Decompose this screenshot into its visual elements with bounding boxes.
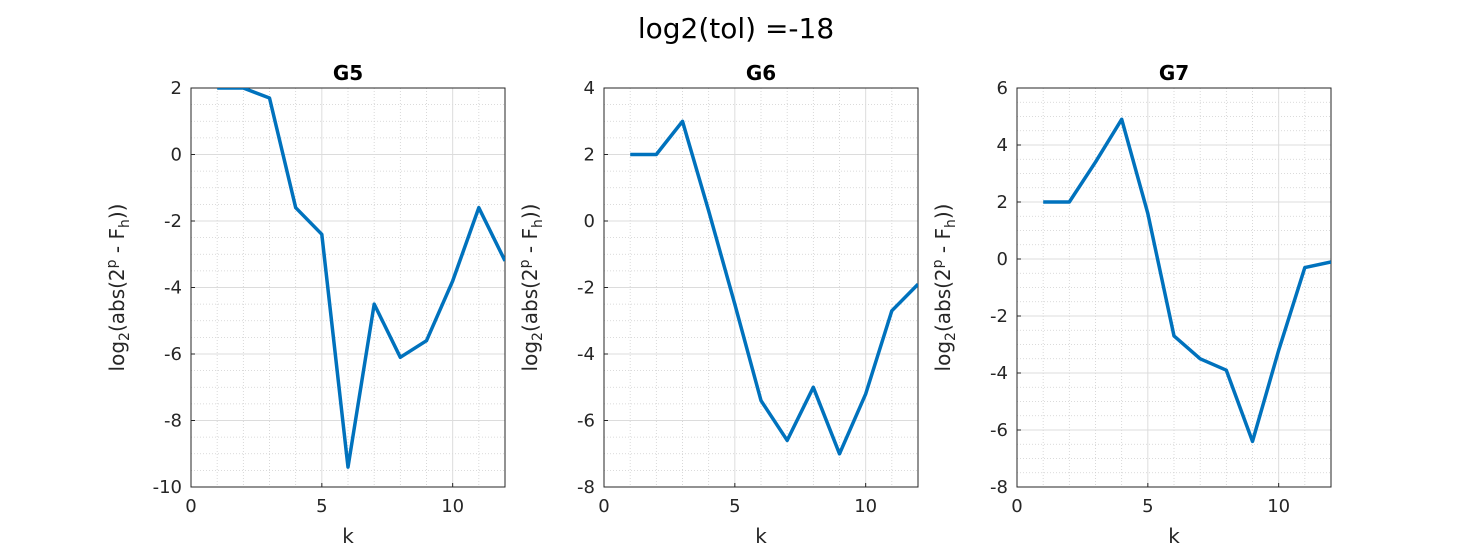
y-tick-label: 2 [584, 145, 595, 166]
y-label-pre: log [518, 341, 542, 372]
y-tick-label: -2 [990, 306, 1008, 327]
y-axis-label: log2(abs(2p - Fh)) [517, 204, 546, 372]
y-label-sub2: h [117, 219, 133, 228]
y-tick-label: -6 [577, 411, 595, 432]
x-tick-label: 10 [854, 496, 877, 517]
y-label-post: )) [518, 204, 542, 220]
y-label-sup: p [104, 259, 120, 268]
y-tick-label: -6 [990, 420, 1008, 441]
y-tick-label: -8 [164, 411, 182, 432]
y-label-sub: 2 [943, 332, 959, 341]
y-tick-label: -4 [577, 344, 595, 365]
y-label-mid: (abs(2 [518, 268, 542, 332]
y-tick-label: -8 [990, 477, 1008, 498]
y-tick-label: 4 [584, 78, 595, 99]
y-label-mid2: - F [518, 228, 542, 259]
y-label-post: )) [105, 204, 129, 220]
x-tick-label: 5 [1142, 496, 1153, 517]
axes-box [1016, 87, 1332, 488]
series-line [1043, 117, 1331, 444]
y-tick-label: 2 [997, 192, 1008, 213]
y-label-mid2: - F [931, 228, 955, 259]
y-label-mid: (abs(2 [931, 268, 955, 332]
y-tick-label: 0 [584, 211, 595, 232]
series-line [217, 88, 505, 469]
x-tick-label: 10 [441, 496, 464, 517]
y-label-sub2: h [943, 219, 959, 228]
y-tick-label: -2 [164, 211, 182, 232]
y-label-pre: log [931, 341, 955, 372]
y-label-sub2: h [530, 219, 546, 228]
y-tick-label: -2 [577, 278, 595, 299]
x-tick-label: 5 [729, 496, 740, 517]
x-tick-label: 0 [598, 496, 609, 517]
y-label-sup: p [517, 259, 533, 268]
y-tick-label: 0 [997, 249, 1008, 270]
subplot-title: G7 [1159, 61, 1189, 85]
series-line [630, 119, 918, 456]
y-axis-label: log2(abs(2p - Fh)) [930, 204, 959, 372]
y-tick-label: 6 [997, 78, 1008, 99]
y-tick-label: -4 [164, 278, 182, 299]
y-tick-label: -4 [990, 363, 1008, 384]
x-axis-label: k [1168, 524, 1180, 548]
y-label-pre: log [105, 341, 129, 372]
x-tick-label: 10 [1267, 496, 1290, 517]
subplot-title: G6 [746, 61, 776, 85]
x-axis-label: k [342, 524, 354, 548]
y-axis-label: log2(abs(2p - Fh)) [104, 204, 133, 372]
x-tick-label: 0 [1011, 496, 1022, 517]
x-tick-label: 5 [316, 496, 327, 517]
subplot-title: G5 [333, 61, 363, 85]
x-axis-label: k [755, 524, 767, 548]
y-label-mid: (abs(2 [105, 268, 129, 332]
y-tick-label: 4 [997, 135, 1008, 156]
y-label-post: )) [931, 204, 955, 220]
y-label-sub: 2 [530, 332, 546, 341]
y-tick-label: -6 [164, 344, 182, 365]
figure-title: log2(tol) =-18 [638, 12, 834, 45]
x-tick-label: 0 [185, 496, 196, 517]
y-label-mid2: - F [105, 228, 129, 259]
y-tick-label: 0 [171, 145, 182, 166]
y-tick-label: -10 [153, 477, 182, 498]
y-label-sup: p [930, 259, 946, 268]
y-tick-label: -8 [577, 477, 595, 498]
y-tick-label: 2 [171, 78, 182, 99]
y-label-sub: 2 [117, 332, 133, 341]
